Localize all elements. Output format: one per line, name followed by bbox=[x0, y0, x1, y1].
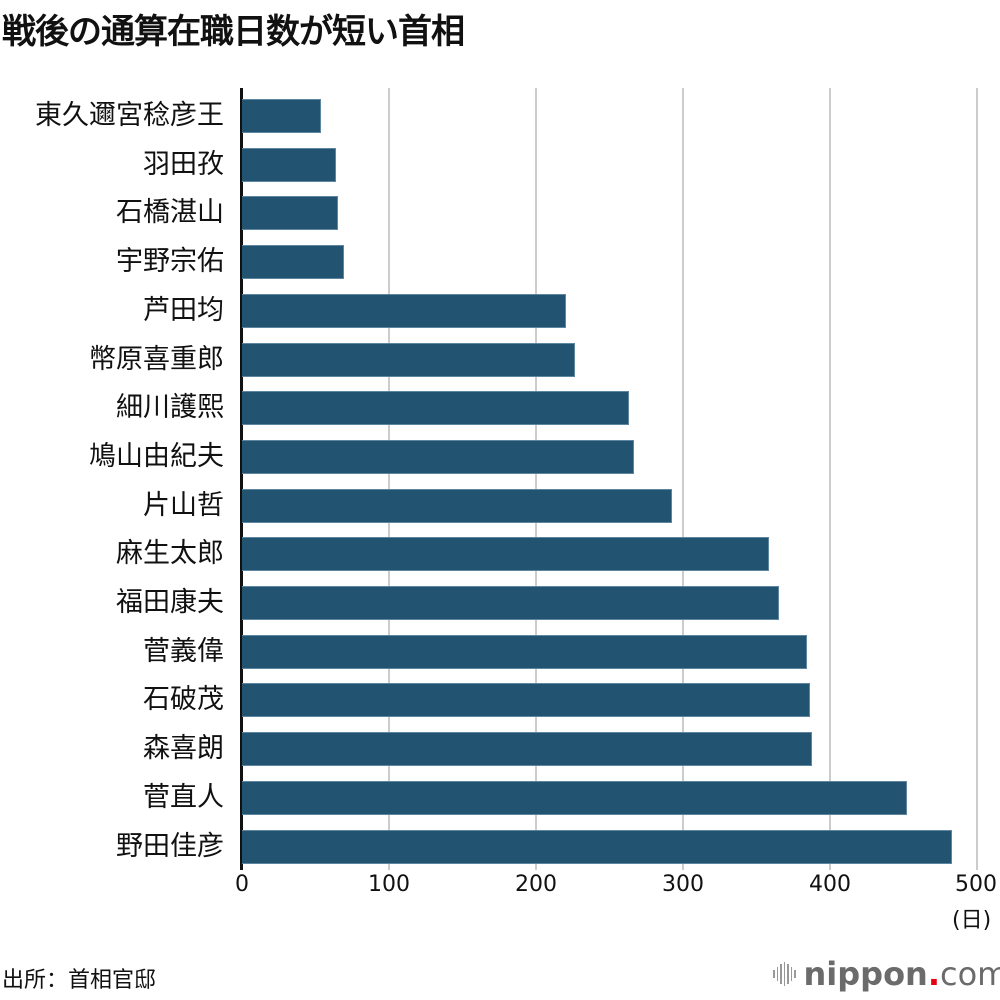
x-axis-unit: (日) bbox=[952, 908, 992, 933]
bar bbox=[242, 342, 575, 377]
x-tick-500: 500 bbox=[955, 872, 997, 897]
bar bbox=[242, 391, 630, 426]
x-tick-100: 100 bbox=[368, 872, 410, 897]
bar bbox=[242, 537, 769, 572]
bar bbox=[242, 586, 780, 620]
gridline-400 bbox=[829, 88, 831, 870]
bar bbox=[242, 488, 672, 523]
bar bbox=[242, 732, 812, 767]
source-note: 出所：首相官邸 bbox=[2, 968, 157, 993]
nippon-logo: nippon. com bbox=[773, 955, 1000, 993]
chart-title: 戦後の通算在職日数が短い首相 bbox=[2, 12, 465, 52]
bar bbox=[242, 634, 808, 669]
x-tick-200: 200 bbox=[515, 872, 557, 897]
category-label: 芦田均 bbox=[143, 294, 224, 326]
category-label: 羽田孜 bbox=[143, 148, 224, 180]
gridline-100 bbox=[388, 88, 390, 870]
sound-wave-icon bbox=[773, 962, 796, 986]
category-label: 麻生太郎 bbox=[116, 538, 224, 570]
category-label: 森喜朗 bbox=[143, 733, 224, 765]
plot-area bbox=[240, 88, 978, 870]
bar bbox=[242, 780, 908, 815]
bar bbox=[242, 196, 338, 231]
bar bbox=[242, 829, 952, 864]
x-tick-0: 0 bbox=[235, 872, 249, 897]
gridline-200 bbox=[535, 88, 537, 870]
bar bbox=[242, 147, 337, 182]
category-label: 宇野宗佑 bbox=[116, 246, 224, 278]
bar bbox=[242, 439, 634, 474]
y-axis-line bbox=[240, 88, 243, 870]
logo-dot: . bbox=[927, 955, 940, 993]
category-label: 細川護熙 bbox=[116, 392, 224, 424]
gridline-500 bbox=[976, 88, 978, 870]
x-tick-300: 300 bbox=[662, 872, 704, 897]
category-label: 菅直人 bbox=[143, 781, 224, 813]
category-label: 鳩山由紀夫 bbox=[89, 440, 224, 472]
category-label: 石橋湛山 bbox=[116, 197, 224, 229]
category-label: 片山哲 bbox=[143, 489, 224, 521]
x-tick-400: 400 bbox=[809, 872, 851, 897]
category-label: 石破茂 bbox=[143, 684, 224, 716]
logo-text: nippon bbox=[803, 955, 928, 993]
category-label: 福田康夫 bbox=[116, 587, 224, 618]
bar bbox=[242, 245, 344, 280]
category-label: 野田佳彦 bbox=[116, 830, 224, 862]
bar bbox=[242, 293, 566, 328]
category-label: 幣原喜重郎 bbox=[89, 343, 224, 375]
category-label: 東久邇宮稔彦王 bbox=[35, 100, 224, 131]
bar bbox=[242, 99, 322, 133]
bar bbox=[242, 683, 811, 718]
logo-com: com bbox=[939, 955, 1000, 993]
gridline-300 bbox=[682, 88, 684, 870]
category-label: 菅義偉 bbox=[143, 635, 224, 667]
